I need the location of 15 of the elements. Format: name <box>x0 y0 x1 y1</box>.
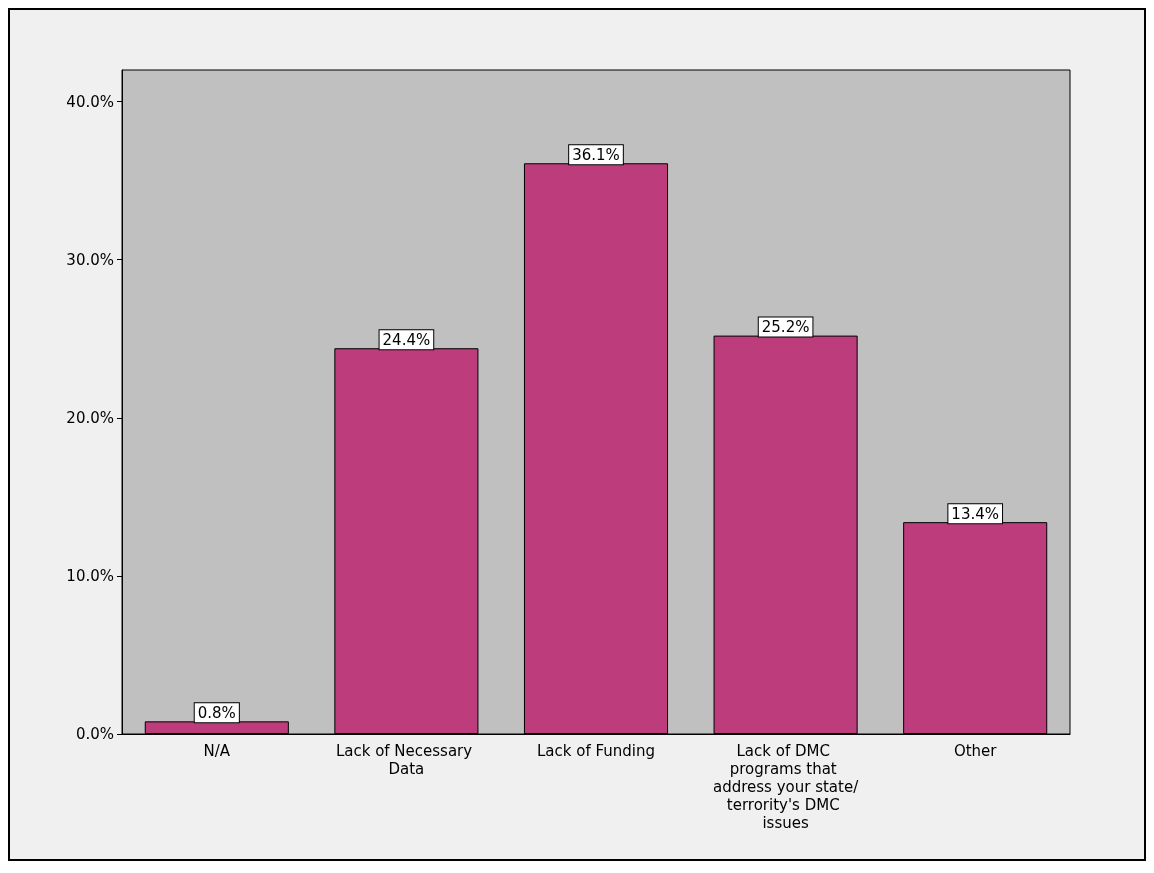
data-label: 0.8% <box>197 703 236 722</box>
y-tick-label: 0.0% <box>75 725 114 743</box>
data-label: 13.4% <box>951 504 1000 523</box>
y-tick-label: 30.0% <box>66 250 114 269</box>
x-tick-label: Lack of DMC programs that address your state/terrority's DMC issues <box>712 742 860 832</box>
x-tick-label: Other <box>953 742 998 760</box>
x-tick-label: N/A <box>203 742 231 760</box>
y-tick-label: 40.0% <box>66 92 114 111</box>
data-label: 25.2% <box>761 318 810 337</box>
x-tick-label: Lack of Necessary Data <box>335 742 477 778</box>
y-tick-label: 20.0% <box>66 408 114 427</box>
x-tick-label: Lack of Funding <box>536 742 656 760</box>
data-label: 24.4% <box>382 330 431 349</box>
data-label: 36.1% <box>572 145 620 164</box>
y-tick-label: 10.0% <box>66 566 114 585</box>
